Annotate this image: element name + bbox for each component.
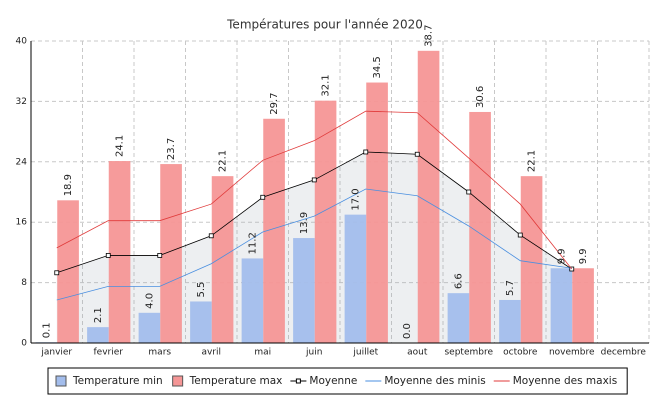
bar (520, 176, 543, 343)
bar (417, 50, 440, 343)
x-tick-label: avril (201, 348, 221, 358)
value-label: 17.0 (350, 188, 361, 210)
value-label: 4.0 (144, 293, 155, 309)
x-tick-label: mai (254, 348, 271, 358)
value-label: 9.9 (556, 248, 567, 264)
y-tick-label: 24 (16, 157, 28, 167)
bar (190, 301, 212, 343)
bar (499, 299, 521, 343)
bar (550, 268, 573, 343)
value-label: 6.6 (453, 273, 464, 289)
legend-swatch (172, 375, 184, 387)
value-label: 9.9 (578, 248, 589, 264)
bar (293, 238, 315, 343)
y-tick-label: 40 (16, 37, 28, 47)
marker (363, 149, 369, 155)
chart-title: Températures pour l'année 2020 (226, 18, 423, 32)
value-label: 34.5 (372, 56, 383, 78)
value-label: 38.7 (424, 25, 435, 47)
value-label: 22.1 (527, 150, 538, 172)
x-tick-label: octobre (503, 348, 538, 358)
line (56, 188, 572, 301)
x-tick-label: juillet (352, 348, 378, 358)
value-label: 2.1 (93, 307, 104, 323)
value-label: 32.1 (321, 74, 332, 96)
marker (208, 233, 214, 239)
marker (466, 189, 472, 195)
bar (138, 312, 161, 343)
bar (572, 268, 594, 343)
value-label: 23.7 (166, 138, 177, 160)
bar (344, 214, 367, 343)
x-tick-label: mars (148, 348, 171, 358)
x-tick-label: novembre (549, 348, 595, 358)
x-tick-label: decembre (601, 348, 647, 358)
legend-label: Temperature min (72, 375, 163, 387)
value-label: 18.9 (63, 174, 74, 196)
value-label: 11.2 (247, 232, 258, 254)
legend (47, 367, 628, 395)
x-tick-label: aout (407, 348, 428, 358)
marker (414, 151, 420, 157)
value-label: 0.1 (41, 322, 52, 338)
value-label: 5.5 (196, 282, 207, 298)
bar (211, 176, 234, 343)
bar (87, 327, 109, 343)
value-label: 30.6 (475, 86, 486, 108)
marker (311, 177, 317, 183)
bar (314, 100, 337, 344)
x-tick-label: fevrier (94, 348, 124, 358)
y-tick-label: 16 (16, 218, 28, 228)
legend-label: Temperature max (189, 375, 283, 387)
marker (105, 253, 111, 258)
value-label: 13.9 (299, 212, 310, 234)
legend-label: Moyenne des maxis (513, 375, 617, 387)
marker (54, 270, 60, 276)
y-tick-label: 32 (16, 97, 27, 107)
value-label: 5.7 (505, 280, 516, 296)
legend-label: Moyenne (309, 375, 357, 387)
marker (517, 232, 523, 238)
bar (447, 293, 470, 343)
y-tick-label: 0 (21, 339, 27, 349)
legend-label: Moyenne des minis (384, 375, 485, 387)
marker (157, 253, 163, 258)
marker (260, 194, 266, 200)
bar (57, 200, 79, 343)
bar (241, 258, 264, 343)
x-tick-label: juin (305, 348, 322, 358)
bar (469, 111, 491, 343)
value-label: 29.7 (269, 92, 280, 114)
bar (366, 82, 388, 344)
bar (263, 118, 285, 343)
x-tick-label: septembre (444, 348, 493, 358)
value-label: 24.1 (115, 135, 126, 157)
bar (108, 161, 131, 343)
x-tick-label: janvier (40, 348, 72, 358)
value-label: 22.1 (218, 150, 229, 172)
line (56, 110, 573, 270)
bar (160, 164, 182, 343)
legend-marker (295, 378, 301, 384)
legend-swatch (55, 375, 67, 387)
value-label: 0.0 (402, 323, 413, 339)
y-tick-label: 8 (21, 278, 27, 288)
